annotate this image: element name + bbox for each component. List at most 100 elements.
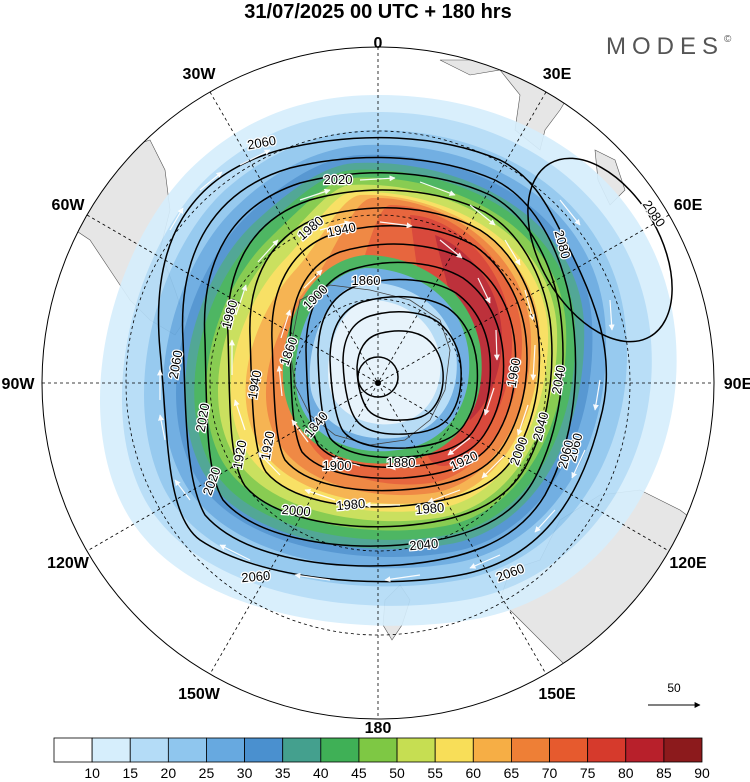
contour-label: 2060 bbox=[239, 567, 272, 587]
longitude-label: 90W bbox=[2, 376, 36, 393]
contour-label: 1920 bbox=[256, 429, 278, 463]
longitude-label: 0 bbox=[374, 35, 383, 52]
colorbar-swatch bbox=[358, 737, 398, 763]
longitude-label: 150W bbox=[178, 686, 221, 703]
contour-1920 bbox=[305, 261, 505, 469]
brand-copyright: © bbox=[724, 34, 732, 45]
colorbar-label: 40 bbox=[313, 765, 329, 781]
colorbar-label: 20 bbox=[161, 765, 177, 781]
colorbar-label: 10 bbox=[84, 765, 100, 781]
contour-1900 bbox=[317, 278, 492, 459]
contour-label-text: 1940 bbox=[245, 369, 265, 400]
contour-label-text: 1980 bbox=[336, 496, 366, 513]
map-title: 31/07/2025 00 UTC + 180 hrs bbox=[244, 1, 511, 23]
colorbar-label: 90 bbox=[694, 765, 710, 781]
colorbar-swatch bbox=[91, 737, 131, 763]
colorbar-swatch bbox=[320, 737, 360, 763]
contour-label: 2000 bbox=[280, 501, 313, 521]
longitude-label: 120W bbox=[47, 555, 90, 572]
contour-1880 bbox=[329, 295, 479, 449]
contour-label: 2060 bbox=[164, 348, 186, 382]
colorbar-swatch bbox=[434, 737, 474, 763]
colorbar-swatch bbox=[549, 737, 589, 763]
contour-label-text: 2060 bbox=[166, 349, 186, 380]
contour-label: 1880 bbox=[385, 454, 416, 472]
longitude-label: 30E bbox=[543, 66, 572, 83]
longitude-label: 60E bbox=[674, 197, 703, 214]
contour-label: 2020 bbox=[191, 401, 213, 435]
contour-label-layer: 2060202020602080208019401980186019802040… bbox=[164, 131, 669, 587]
colorbar-swatch bbox=[472, 737, 512, 763]
contour-label-text: 2060 bbox=[241, 568, 271, 585]
colorbar-label: 85 bbox=[656, 765, 672, 781]
contour-label-text: 1920 bbox=[258, 430, 278, 461]
colorbar-label: 55 bbox=[427, 765, 443, 781]
contour-label-text: 2020 bbox=[193, 402, 213, 433]
contour-1840 bbox=[356, 330, 444, 421]
longitude-label: 180 bbox=[365, 720, 392, 737]
contour-label-text: 1880 bbox=[387, 455, 416, 470]
antarctica-coastline bbox=[289, 284, 451, 446]
colorbar-swatch bbox=[206, 737, 245, 763]
colorbar-swatch bbox=[129, 737, 169, 763]
contour-label: 2040 bbox=[547, 363, 569, 397]
contour-label: 1940 bbox=[243, 368, 265, 402]
colorbar-label: 15 bbox=[122, 765, 138, 781]
south-pole-marker bbox=[375, 380, 381, 386]
contour-1980 bbox=[249, 207, 541, 508]
longitude-label: 30W bbox=[183, 66, 217, 83]
reference-vector-label: 50 bbox=[667, 681, 681, 695]
contour-label: 1980 bbox=[334, 495, 367, 515]
colorbar-label: 35 bbox=[275, 765, 291, 781]
contour-label-text: 2000 bbox=[281, 502, 311, 519]
contour-label-text: 2060 bbox=[246, 133, 277, 153]
colorbar-label: 75 bbox=[580, 765, 596, 781]
contour-label-text: 1940 bbox=[326, 219, 357, 240]
brand-logo: MODES © bbox=[606, 33, 732, 60]
contour-label-text: 1920 bbox=[230, 439, 250, 470]
shade-inner-10 bbox=[328, 300, 441, 425]
colorbar-swatch bbox=[663, 737, 703, 763]
colorbar-label: 45 bbox=[351, 765, 367, 781]
colorbar: 10 15 20 25 30 35 40 45 50 55 60 65 70 75 80 85 90 bbox=[53, 737, 710, 781]
contour-1960 bbox=[271, 224, 528, 492]
contour-label: 1940 bbox=[325, 218, 359, 241]
contour-label-text: 1900 bbox=[323, 458, 352, 473]
colorbar-label: 30 bbox=[237, 765, 253, 781]
longitude-label: 120E bbox=[669, 555, 707, 572]
colorbar-swatch bbox=[587, 737, 627, 763]
wind-speed-shading bbox=[99, 95, 677, 626]
contour-2000 bbox=[227, 189, 553, 528]
height-contours bbox=[157, 136, 673, 583]
colorbar-label: 50 bbox=[389, 765, 405, 781]
longitude-label: 150E bbox=[538, 686, 576, 703]
colorbar-swatch bbox=[396, 737, 436, 763]
colorbar-swatch bbox=[244, 737, 284, 763]
contour-label: 1920 bbox=[228, 438, 250, 472]
longitude-label-layer: 0 30E 60E 90E 120E 150E 180 150W 120W 90W 60W 30W bbox=[2, 35, 750, 737]
colorbar-swatch bbox=[282, 737, 322, 763]
colorbar-label: 70 bbox=[542, 765, 558, 781]
brand-name: MODES bbox=[606, 33, 724, 60]
contour-label-text: 2040 bbox=[549, 364, 569, 395]
contour-2020 bbox=[203, 172, 564, 547]
contour-label-text: 2020 bbox=[324, 172, 353, 187]
contour-label: 1980 bbox=[413, 499, 446, 519]
contour-label-text: 1960 bbox=[504, 357, 524, 388]
colorbar-swatch bbox=[625, 737, 665, 763]
colorbar-label: 65 bbox=[504, 765, 520, 781]
colorbar-label: 25 bbox=[199, 765, 215, 781]
contour-label-text: 2040 bbox=[409, 536, 439, 553]
contour-1860 bbox=[342, 311, 462, 435]
contour-label: 2060 bbox=[245, 131, 279, 153]
longitude-label: 60W bbox=[52, 197, 86, 214]
contour-2080-closed bbox=[527, 157, 673, 343]
colorbar-swatch bbox=[511, 737, 550, 763]
contour-label-text: 1980 bbox=[415, 500, 445, 517]
contour-label: 2040 bbox=[407, 535, 440, 555]
colorbar-swatch bbox=[53, 737, 93, 763]
colorbar-label: 80 bbox=[618, 765, 634, 781]
longitude-label: 90E bbox=[724, 376, 750, 393]
